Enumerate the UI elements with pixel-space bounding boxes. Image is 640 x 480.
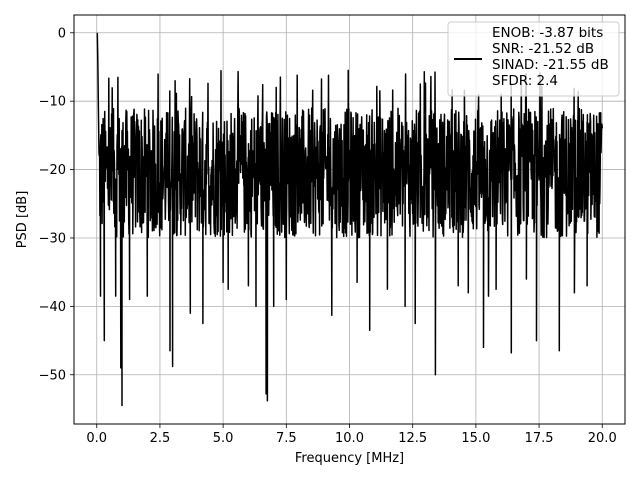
legend-snr-text: SNR: -21.52 dB — [492, 41, 594, 57]
x-tick-label: 0.0 — [86, 431, 107, 446]
x-axis-label: Frequency [MHz] — [295, 451, 404, 466]
x-tick-label: 5.0 — [213, 431, 234, 446]
x-tick-label: 10.0 — [335, 431, 364, 446]
legend-sfdr-text: SFDR: 2.4 — [492, 73, 558, 89]
y-tick-label: −10 — [39, 95, 66, 110]
y-tick-label: −20 — [39, 163, 66, 178]
legend-sinad-text: SINAD: -21.55 dB — [492, 57, 609, 73]
x-tick-label: 2.5 — [150, 431, 171, 446]
legend-enob-text: ENOB: -3.87 bits — [492, 25, 603, 41]
y-tick-label: −40 — [39, 300, 66, 315]
x-tick-label: 12.5 — [398, 431, 427, 446]
x-tick-label: 20.0 — [588, 431, 617, 446]
y-tick-label: 0 — [58, 26, 66, 41]
y-tick-label: −30 — [39, 231, 66, 246]
axis-ticks: 0.0 2.5 5.0 7.5 10.0 12.5 15.0 17.5 20.0 0 −10 −20 −… — [39, 26, 617, 446]
psd-series-line — [96, 32, 604, 407]
y-axis-label: PSD [dB] — [15, 191, 30, 249]
legend: ENOB: -3.87 bits SNR: -21.52 dB SINAD: -… — [447, 21, 620, 97]
x-tick-label: 7.5 — [276, 431, 297, 446]
x-tick-label: 17.5 — [525, 431, 554, 446]
x-tick-label: 15.0 — [461, 431, 490, 446]
legend-box — [447, 21, 620, 97]
y-tick-label: −50 — [39, 368, 66, 383]
plot-area — [96, 32, 604, 407]
